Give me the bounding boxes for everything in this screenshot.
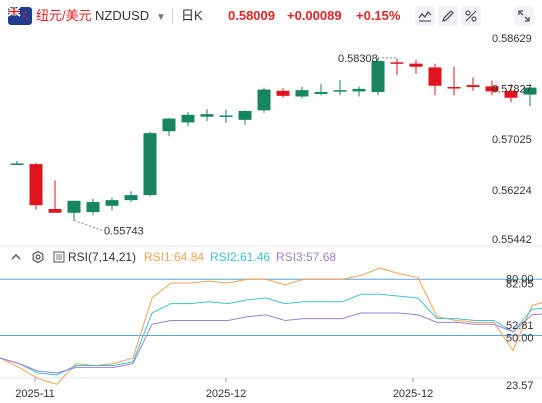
price-tick-label: 0.57827 [492, 83, 532, 95]
divider [172, 8, 173, 24]
candle [276, 88, 290, 98]
rsi-tick-label: 50.00 [506, 333, 534, 345]
candle [105, 197, 119, 211]
candle [447, 66, 461, 96]
draw-button[interactable] [438, 6, 458, 26]
date-tick-label: 2025-12 [206, 388, 246, 400]
date-tick-label: 2025-11 [15, 388, 55, 400]
fullscreen-icon [518, 10, 530, 22]
candle [67, 200, 81, 221]
candle [219, 109, 233, 124]
price-change-pct: +0.15% [356, 8, 401, 23]
candle [257, 87, 271, 113]
fullscreen-button[interactable] [514, 6, 534, 26]
settings-button[interactable] [461, 6, 481, 26]
low-annotation: 0.55743 [104, 225, 144, 237]
rsi3-value: RSI3:57.68 [276, 250, 337, 264]
draw-icon [441, 10, 454, 23]
gear-icon[interactable] [31, 250, 45, 264]
candle [29, 162, 43, 210]
rsi-title: RSI(7,14,21) [68, 250, 137, 264]
pair-label[interactable]: 纽元/美元 [36, 8, 92, 23]
candle [485, 80, 499, 96]
candle [238, 110, 252, 125]
date-tick-label: 2025-12 [393, 388, 433, 400]
list-icon[interactable] [53, 251, 65, 263]
rsi-series-rsi2 [0, 293, 542, 376]
candle [48, 180, 62, 213]
rsi-tick-label: 82.05 [506, 278, 534, 290]
candle [10, 160, 24, 165]
candle [428, 63, 442, 96]
candle [86, 198, 100, 215]
settings-icon [465, 10, 477, 22]
rsi-legend: RSI(7,14,21) RSI1:64.84 RSI2:61.46 RSI3:… [0, 248, 542, 266]
period-selector[interactable]: 日K [181, 8, 203, 23]
candle [314, 83, 328, 96]
candle [409, 59, 423, 74]
candle [143, 131, 157, 197]
header-bar: 纽元/美元 NZDUSD ▼ 日K 0.58009 +0.00089 +0.15… [0, 0, 542, 32]
indicator-icon [418, 10, 432, 22]
candle [162, 117, 176, 137]
price-tick-label: 0.56224 [492, 185, 532, 197]
price-tick-label: 0.57025 [492, 134, 532, 146]
rsi1-value: RSI1:64.84 [144, 250, 205, 264]
price-tick-label: 0.58629 [492, 33, 532, 45]
candle [181, 112, 195, 127]
candle [390, 58, 404, 75]
candle [523, 83, 537, 106]
rsi-tick-label: 52.81 [506, 320, 534, 332]
rsi-series-rsi1 [0, 267, 542, 385]
candle [200, 109, 214, 122]
price-change: +0.00089 [287, 8, 342, 23]
candle [295, 86, 309, 99]
candle [124, 191, 138, 203]
flag-nz-icon [8, 7, 32, 25]
rsi2-value: RSI2:61.46 [210, 250, 271, 264]
candle [466, 77, 480, 91]
candle [504, 83, 518, 103]
candle [352, 86, 366, 97]
high-annotation: 0.58308 [338, 53, 378, 65]
symbol-label[interactable]: NZDUSD [95, 8, 150, 23]
candle [333, 80, 347, 96]
collapse-icon[interactable] [10, 251, 22, 263]
rsi-tick-label: 80.00 [506, 273, 534, 285]
indicator-button[interactable] [415, 6, 435, 26]
candle [371, 57, 385, 96]
rsi-series-rsi3 [0, 312, 542, 374]
price-tick-label: 0.55442 [492, 234, 532, 246]
chevron-down-icon[interactable]: ▼ [156, 12, 166, 23]
rsi-tick-label: 23.57 [506, 380, 534, 392]
last-price: 0.58009 [228, 8, 275, 23]
